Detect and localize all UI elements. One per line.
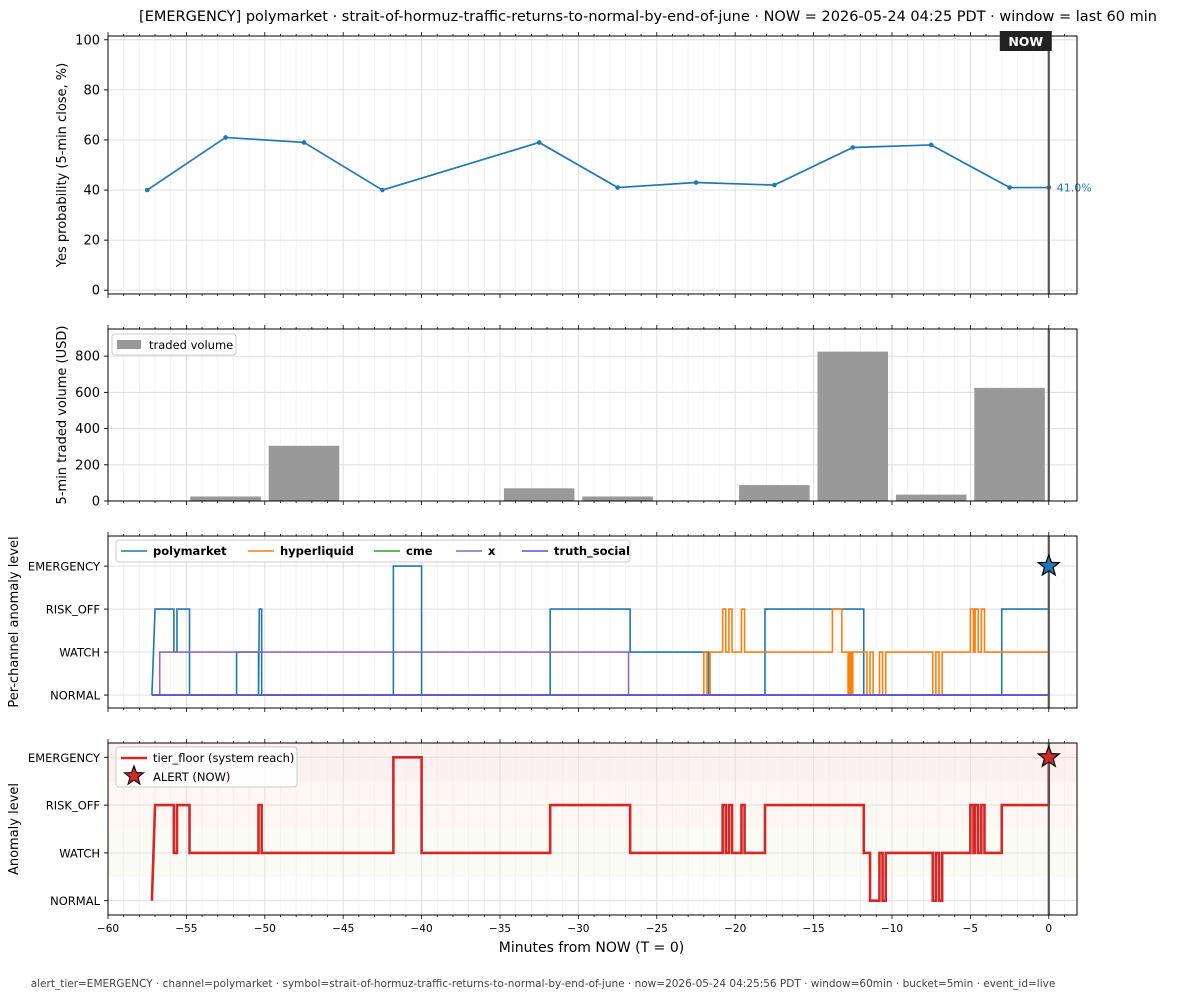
- probability-point: [380, 188, 385, 193]
- probability-point: [694, 180, 699, 185]
- axes-frame: [108, 36, 1077, 294]
- probability-point: [145, 188, 150, 193]
- x-tick-label: −35: [489, 923, 511, 935]
- y-tick-label: 0: [92, 495, 100, 510]
- x-tick-label: −40: [411, 923, 433, 935]
- x-tick-label: −30: [567, 923, 589, 935]
- volume-bar: [190, 496, 261, 501]
- y-tick-label: 600: [75, 386, 100, 401]
- volume-bar: [504, 488, 575, 501]
- y-tick-label: WATCH: [59, 646, 100, 660]
- y-tick-label: 100: [75, 33, 100, 48]
- probability-point: [537, 140, 542, 145]
- x-tick-label: −55: [175, 923, 197, 935]
- probability-point: [223, 135, 228, 140]
- x-axis-label: Minutes from NOW (T = 0): [499, 940, 684, 956]
- y-tick-label: 60: [83, 133, 100, 148]
- probability-point: [302, 140, 307, 145]
- y-axis-label: Per-channel anomaly level: [7, 536, 22, 707]
- x-tick-label: 0: [1045, 923, 1052, 935]
- volume-bar: [269, 446, 340, 501]
- legend-label: traded volume: [149, 338, 233, 352]
- x-tick-label: −20: [724, 923, 746, 935]
- legend-label: hyperliquid: [280, 544, 354, 558]
- legend-label: x: [488, 544, 496, 558]
- y-axis-label: Anomaly level: [7, 783, 22, 875]
- y-tick-label: 400: [75, 422, 100, 437]
- y-tick-label: 20: [83, 234, 100, 249]
- y-axis-label: Yes probability (5-min close, %): [55, 63, 70, 268]
- legend-label: ALERT (NOW): [153, 770, 230, 784]
- y-tick-label: 80: [83, 83, 100, 98]
- y-axis-label: 5-min traded volume (USD): [55, 326, 70, 505]
- legend-label: cme: [406, 544, 433, 558]
- panel-2: 0 200 400 600 800 5-min traded volume (USD) tr…: [55, 325, 1077, 510]
- legend-label: polymarket: [153, 544, 227, 558]
- x-tick-label: −15: [802, 923, 824, 935]
- y-tick-label: 40: [83, 184, 100, 199]
- x-tick-label: −25: [646, 923, 668, 935]
- y-tick-label: EMERGENCY: [28, 560, 101, 574]
- now-badge-label: NOW: [1008, 34, 1043, 49]
- volume-bar: [974, 388, 1045, 501]
- probability-point: [850, 145, 855, 150]
- x-tick-label: −10: [881, 923, 903, 935]
- x-tick-label: −50: [254, 923, 276, 935]
- panel-1: 0 20 40 60 80 100 41.0% Yes probability (5-min …: [55, 32, 1092, 299]
- volume-bar: [739, 485, 810, 501]
- y-tick-label: WATCH: [59, 846, 100, 860]
- volume-bar: [818, 352, 889, 501]
- chart-title: [EMERGENCY] polymarket · strait-of-hormu…: [139, 9, 1157, 25]
- series-line-x: [152, 652, 1049, 695]
- probability-point: [772, 183, 777, 188]
- axes-frame: [108, 329, 1077, 501]
- legend-label: tier_floor (system reach): [153, 751, 294, 765]
- probability-point: [1007, 185, 1012, 190]
- x-tick-label: −60: [97, 923, 119, 935]
- panel-3: NORMAL WATCH RISK_OFF EMERGENCY Per-channel …: [7, 532, 1077, 712]
- y-tick-label: 0: [92, 284, 100, 299]
- legend-swatch: [117, 340, 141, 349]
- probability-point: [929, 143, 934, 148]
- panel-4: NORMALWATCHRISK_OFFEMERGENCY−60−55−50−45…: [7, 739, 1077, 935]
- last-value-label: 41.0%: [1057, 182, 1092, 195]
- y-tick-label: 200: [75, 458, 100, 473]
- y-tick-label: EMERGENCY: [28, 751, 101, 765]
- y-tick-label: NORMAL: [50, 689, 100, 703]
- footer-meta: alert_tier=EMERGENCY · channel=polymarke…: [31, 978, 1056, 990]
- volume-bar: [582, 496, 653, 501]
- y-tick-label: RISK_OFF: [46, 799, 100, 813]
- volume-bar: [896, 495, 967, 501]
- probability-point: [615, 185, 620, 190]
- legend-label: truth_social: [554, 544, 630, 559]
- series-line-polymarket: [152, 566, 1049, 695]
- x-tick-label: −5: [963, 923, 978, 935]
- y-tick-label: 800: [75, 350, 100, 365]
- y-tick-label: NORMAL: [50, 894, 100, 908]
- probability-line: [147, 137, 1049, 190]
- y-tick-label: RISK_OFF: [46, 603, 100, 617]
- x-tick-label: −45: [332, 923, 354, 935]
